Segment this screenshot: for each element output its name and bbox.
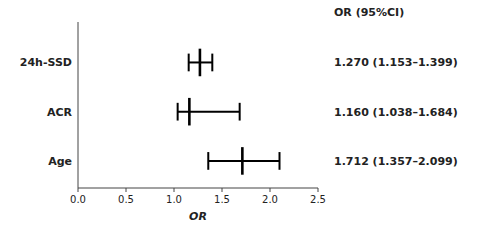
x-tick-label: 0.0 xyxy=(70,194,86,205)
x-tick-label: 1.0 xyxy=(166,194,182,205)
x-tick xyxy=(222,188,223,192)
value-label: 1.270 (1.153–1.399) xyxy=(334,56,458,69)
x-tick xyxy=(270,188,271,192)
label-header: OR (95%CI) xyxy=(334,6,404,19)
x-tick-label: 1.5 xyxy=(214,194,230,205)
or-point xyxy=(199,49,202,77)
x-tick xyxy=(318,188,319,192)
x-tick-label: 0.5 xyxy=(118,194,134,205)
or-point xyxy=(188,98,191,126)
x-tick xyxy=(78,188,79,192)
or-point xyxy=(241,147,244,175)
value-label: 1.160 (1.038–1.684) xyxy=(334,106,458,119)
chart: 0.0 0.5 1.0 1.5 2.0 2.5 OR 24h-SSD 1.270 (1.153–… xyxy=(0,0,500,231)
ci-cap-upper xyxy=(279,152,281,170)
ci-cap-upper xyxy=(239,103,241,121)
x-tick-label: 2.5 xyxy=(310,194,326,205)
x-tick-label: 2.0 xyxy=(262,194,278,205)
value-label: 1.712 (1.357–2.099) xyxy=(334,155,458,168)
ci-cap-upper xyxy=(211,54,213,72)
ci-cap-lower xyxy=(188,54,190,72)
marks xyxy=(178,49,280,175)
category-label: 24h-SSD xyxy=(20,56,72,69)
x-axis-line xyxy=(78,188,318,189)
ci-cap-lower xyxy=(207,152,209,170)
x-tick xyxy=(126,188,127,192)
ci-line xyxy=(178,111,240,113)
category-label: Age xyxy=(48,155,72,168)
y-axis-line xyxy=(78,22,79,188)
x-axis-label: OR xyxy=(189,210,207,223)
x-tick xyxy=(174,188,175,192)
ci-cap-lower xyxy=(177,103,179,121)
category-label: ACR xyxy=(47,106,73,119)
ci-line xyxy=(208,160,279,162)
